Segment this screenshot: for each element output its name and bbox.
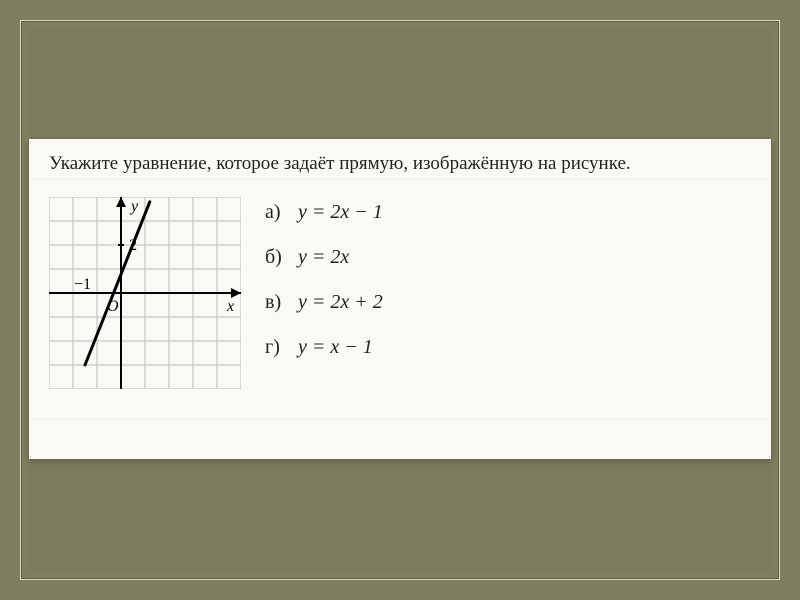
answer-option-d: г) y = x − 1: [265, 336, 383, 359]
answer-label: а): [265, 201, 293, 224]
answer-label: г): [265, 336, 293, 359]
svg-text:2: 2: [129, 237, 137, 254]
graph-panel: −1 2 y x O: [49, 197, 241, 389]
answer-option-a: а) y = 2x − 1: [265, 201, 383, 224]
answer-option-c: в) y = 2x + 2: [265, 291, 383, 314]
answer-equation: y = 2x + 2: [298, 291, 383, 313]
answer-options: а) y = 2x − 1 б) y = 2x в) y = 2x + 2 г)…: [265, 201, 383, 381]
answer-equation: y = 2x: [298, 246, 349, 268]
answer-option-b: б) y = 2x: [265, 246, 383, 269]
answer-equation: y = 2x − 1: [298, 201, 383, 223]
answer-label: в): [265, 291, 293, 314]
coordinate-graph: −1 2 y x O: [49, 197, 241, 389]
worksheet-paper: Укажите уравнение, которое задаёт прямую…: [29, 139, 771, 459]
svg-text:−1: −1: [74, 276, 91, 293]
svg-text:x: x: [226, 298, 234, 315]
slide-inner: Укажите уравнение, которое задаёт прямую…: [29, 29, 771, 571]
slide-frame: Укажите уравнение, которое задаёт прямую…: [20, 20, 780, 580]
answer-equation: y = x − 1: [298, 336, 373, 358]
question-text: Укажите уравнение, которое задаёт прямую…: [49, 153, 757, 175]
svg-text:y: y: [129, 198, 139, 215]
svg-text:O: O: [107, 298, 119, 315]
answer-label: б): [265, 246, 293, 269]
